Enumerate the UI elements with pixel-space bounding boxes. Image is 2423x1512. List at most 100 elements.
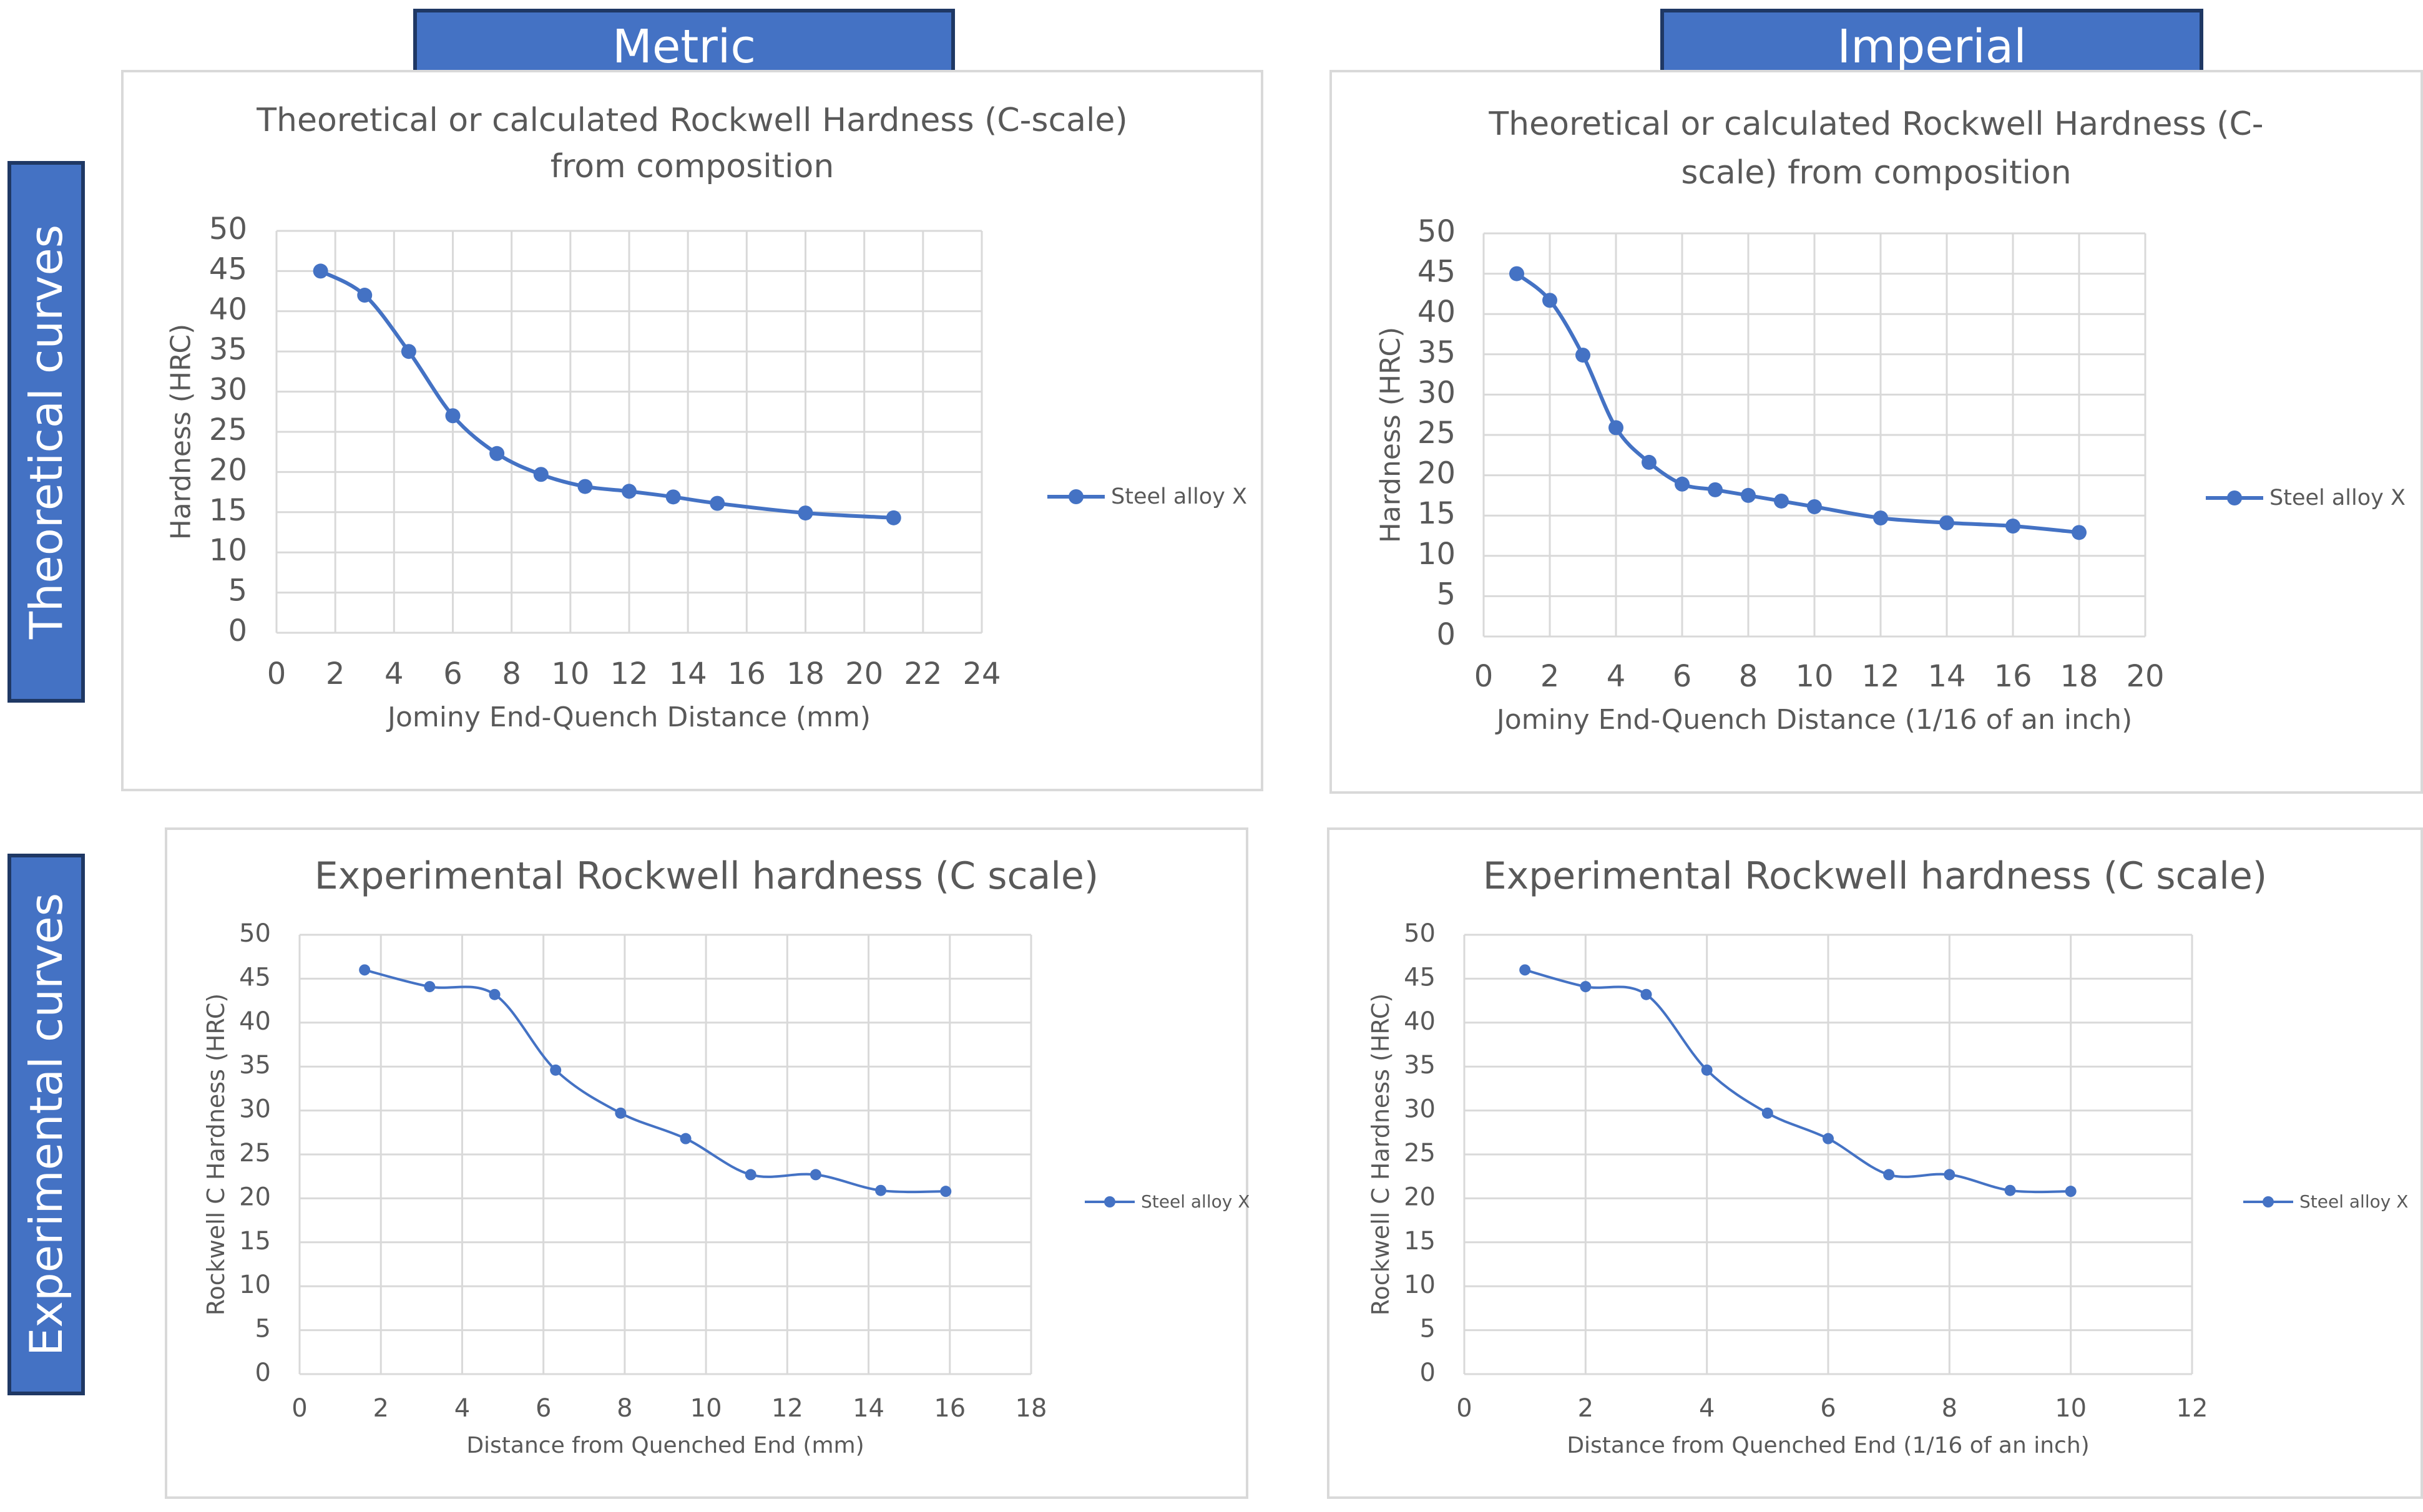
legend-label: Steel alloy X (2299, 1191, 2409, 1212)
x-tick-label: 2 (1578, 1394, 1593, 1423)
y-tick-label: 40 (209, 292, 247, 327)
data-point (489, 446, 505, 461)
legend-marker-icon (1104, 1196, 1115, 1207)
chart-panel-imperial-experimental: Experimental Rockwell hardness (C scale)… (1327, 827, 2423, 1499)
x-tick-label: 8 (1942, 1394, 1957, 1423)
series-line (364, 968, 946, 1194)
x-tick-label: 4 (1607, 659, 1626, 694)
y-tick-label: 45 (1417, 255, 1456, 290)
x-tick-label: 16 (934, 1394, 966, 1423)
data-point (424, 981, 436, 993)
chart-title: Experimental Rockwell hardness (C scale) (167, 851, 1246, 901)
data-point (1519, 964, 1531, 976)
data-point (550, 1064, 562, 1076)
x-tick-label: 14 (669, 656, 707, 691)
data-point (401, 344, 416, 359)
y-tick-label: 25 (1404, 1139, 1436, 1168)
legend-label: Steel alloy X (1141, 1191, 1250, 1212)
legend: Steel alloy X (2243, 1189, 2408, 1214)
data-point (1823, 1133, 1834, 1144)
y-tick-label: 5 (255, 1315, 271, 1344)
data-point (1741, 487, 1756, 503)
y-tick-label: 15 (1417, 496, 1456, 531)
y-tick-label: 10 (209, 533, 247, 568)
x-tick-label: 18 (2060, 659, 2098, 694)
chart-title-line: Experimental Rockwell hardness (C scale) (1482, 854, 2268, 898)
legend: Steel alloy X (2206, 483, 2406, 514)
y-tick-label: 35 (239, 1051, 271, 1080)
data-point (1608, 420, 1623, 436)
x-tick-label: 0 (1456, 1394, 1472, 1423)
data-point (1580, 981, 1592, 993)
y-tick-label: 5 (228, 573, 247, 608)
y-tick-label: 0 (1436, 617, 1456, 652)
data-point (1542, 293, 1557, 308)
data-point (1509, 266, 1524, 281)
data-point (1575, 348, 1590, 363)
y-tick-label: 45 (209, 251, 247, 286)
series-line (320, 269, 894, 520)
x-tick-label: 8 (502, 656, 521, 691)
data-point (886, 510, 901, 525)
y-tick-label: 45 (239, 963, 271, 992)
data-point (359, 964, 371, 976)
legend-swatch (1047, 489, 1105, 504)
chart-svg: 0 5 10 15 20 25 30 35 40 45 50 0 2 4 6 8 10 12 14 16 18 (239, 919, 1047, 1423)
y-axis-label: Hardness (HRC) (165, 323, 197, 540)
y-tick-label: 50 (209, 212, 247, 246)
x-tick-label: 4 (454, 1394, 470, 1423)
data-point (745, 1169, 756, 1181)
data-point (622, 484, 637, 499)
x-tick-label: 14 (853, 1394, 884, 1423)
y-tick-label: 50 (239, 919, 271, 948)
legend-marker-icon (2263, 1196, 2274, 1207)
legend-label: Steel alloy X (2269, 485, 2406, 510)
x-tick-label: 14 (1927, 659, 1965, 694)
y-tick-label: 20 (1404, 1183, 1436, 1211)
data-point (1761, 1107, 1773, 1119)
x-tick-label: 2 (326, 656, 345, 691)
y-tick-label: 5 (1420, 1315, 1436, 1344)
y-tick-label: 0 (228, 613, 247, 648)
legend: Steel alloy X (1047, 482, 1247, 512)
data-point (357, 288, 373, 303)
chart-title-line: Experimental Rockwell hardness (C scale) (314, 854, 1099, 898)
x-tick-label: 0 (291, 1394, 307, 1423)
data-point (1774, 493, 1789, 509)
data-point (2072, 525, 2087, 540)
data-point (2005, 518, 2020, 534)
legend-swatch (2243, 1196, 2293, 1207)
series-line (1515, 272, 2080, 535)
data-point (1807, 499, 1822, 514)
x-tick-label: 10 (551, 656, 589, 691)
x-tick-label: 4 (384, 656, 404, 691)
data-point (798, 505, 813, 521)
y-tick-label: 5 (1436, 577, 1456, 612)
y-tick-label: 35 (1417, 335, 1456, 370)
y-tick-label: 30 (239, 1095, 271, 1124)
data-point (445, 408, 461, 424)
data-point (680, 1133, 692, 1144)
y-tick-label: 40 (1404, 1007, 1436, 1036)
y-tick-label: 15 (1404, 1227, 1436, 1256)
y-tick-label: 30 (1404, 1095, 1436, 1124)
data-point (1939, 515, 1954, 530)
chart-svg: 0 5 10 15 20 25 30 35 40 45 50 0 2 4 6 8 10 12 (1404, 919, 2208, 1423)
x-tick-label: 6 (443, 656, 463, 691)
x-tick-label: 0 (267, 656, 286, 691)
chart-svg: 0 5 10 15 20 25 30 35 40 45 50 0 2 4 6 8 10 12 14 16 18 20 (1417, 214, 2165, 694)
y-tick-label: 50 (1417, 214, 1456, 249)
experimental-row-label: Experimental curves (7, 854, 85, 1395)
chart-panel-metric-experimental: Experimental Rockwell hardness (C scale)… (165, 827, 1250, 1499)
chart-title-line: from composition (550, 148, 835, 185)
x-tick-label: 10 (2055, 1394, 2087, 1423)
experimental-row-text: Experimental curves (20, 892, 72, 1357)
chart-title: Theoretical or calculated Rockwell Hardn… (124, 97, 1261, 190)
y-tick-label: 30 (1417, 375, 1456, 410)
y-tick-label: 30 (209, 373, 247, 407)
data-point (533, 467, 549, 482)
x-tick-label: 10 (1795, 659, 1833, 694)
y-tick-label: 10 (1417, 537, 1456, 572)
legend-swatch (2206, 490, 2263, 505)
theoretical-row-label: Theoretical curves (7, 161, 85, 703)
